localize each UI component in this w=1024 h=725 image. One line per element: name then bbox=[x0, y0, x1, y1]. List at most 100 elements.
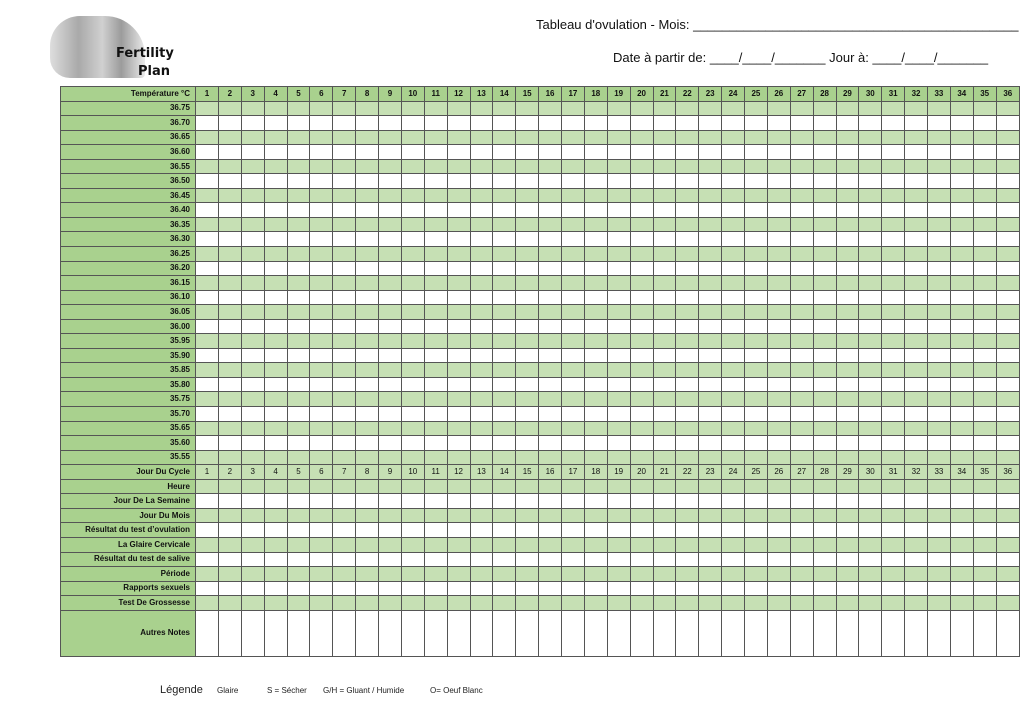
chart-cell[interactable] bbox=[423, 420, 448, 437]
chart-cell[interactable] bbox=[446, 566, 471, 582]
chart-cell[interactable] bbox=[675, 609, 700, 657]
chart-cell[interactable] bbox=[355, 173, 379, 189]
chart-cell[interactable] bbox=[400, 158, 425, 175]
chart-cell[interactable] bbox=[423, 391, 448, 408]
chart-cell[interactable] bbox=[858, 347, 883, 364]
chart-cell[interactable] bbox=[835, 173, 860, 189]
chart-cell[interactable] bbox=[675, 580, 700, 597]
chart-cell[interactable] bbox=[332, 391, 357, 408]
chart-cell[interactable] bbox=[286, 144, 311, 160]
chart-cell[interactable] bbox=[423, 435, 448, 451]
chart-cell[interactable] bbox=[286, 173, 311, 189]
chart-cell[interactable] bbox=[904, 406, 928, 422]
chart-cell[interactable] bbox=[949, 100, 974, 117]
chart-cell[interactable] bbox=[240, 202, 265, 218]
chart-cell[interactable] bbox=[721, 362, 745, 378]
chart-cell[interactable] bbox=[812, 595, 837, 611]
chart-cell[interactable] bbox=[286, 391, 311, 408]
chart-cell[interactable] bbox=[469, 202, 494, 218]
chart-cell[interactable] bbox=[561, 536, 585, 553]
chart-cell[interactable] bbox=[240, 333, 265, 349]
chart-cell[interactable] bbox=[378, 318, 402, 335]
chart-cell[interactable] bbox=[949, 376, 974, 393]
chart-cell[interactable] bbox=[698, 551, 723, 568]
chart-cell[interactable] bbox=[446, 507, 471, 524]
chart-cell[interactable] bbox=[240, 260, 265, 277]
chart-cell[interactable] bbox=[378, 115, 402, 131]
chart-cell[interactable] bbox=[561, 376, 585, 393]
chart-cell[interactable] bbox=[195, 289, 219, 306]
chart-cell[interactable] bbox=[446, 289, 471, 306]
chart-cell[interactable] bbox=[423, 246, 448, 262]
chart-cell[interactable] bbox=[355, 406, 379, 422]
chart-cell[interactable] bbox=[766, 260, 791, 277]
chart-cell[interactable] bbox=[446, 362, 471, 378]
chart-cell[interactable] bbox=[263, 347, 288, 364]
chart-cell[interactable] bbox=[538, 420, 562, 437]
chart-cell[interactable] bbox=[538, 318, 562, 335]
chart-cell[interactable] bbox=[195, 158, 219, 175]
chart-cell[interactable] bbox=[652, 536, 677, 553]
chart-cell[interactable] bbox=[469, 144, 494, 160]
chart-cell[interactable] bbox=[195, 231, 219, 248]
chart-cell[interactable] bbox=[400, 391, 425, 408]
chart-cell[interactable] bbox=[195, 100, 219, 117]
chart-cell[interactable] bbox=[309, 275, 334, 291]
chart-cell[interactable] bbox=[721, 522, 745, 538]
chart-cell[interactable] bbox=[286, 260, 311, 277]
chart-cell[interactable] bbox=[949, 435, 974, 451]
chart-cell[interactable] bbox=[606, 391, 631, 408]
chart-cell[interactable] bbox=[766, 478, 791, 495]
chart-cell[interactable] bbox=[744, 551, 768, 568]
chart-cell[interactable] bbox=[606, 318, 631, 335]
chart-cell[interactable] bbox=[629, 478, 654, 495]
chart-cell[interactable] bbox=[217, 376, 242, 393]
chart-cell[interactable] bbox=[538, 406, 562, 422]
chart-cell[interactable] bbox=[789, 536, 814, 553]
chart-cell[interactable] bbox=[355, 129, 379, 146]
chart-cell[interactable] bbox=[881, 100, 906, 117]
chart-cell[interactable] bbox=[858, 318, 883, 335]
chart-cell[interactable] bbox=[881, 260, 906, 277]
chart-cell[interactable] bbox=[972, 100, 997, 117]
chart-cell[interactable] bbox=[789, 347, 814, 364]
chart-cell[interactable] bbox=[561, 362, 585, 378]
chart-cell[interactable] bbox=[972, 478, 997, 495]
chart-cell[interactable] bbox=[744, 216, 768, 233]
chart-cell[interactable] bbox=[492, 231, 517, 248]
chart-cell[interactable] bbox=[378, 420, 402, 437]
chart-cell[interactable] bbox=[538, 536, 562, 553]
chart-cell[interactable] bbox=[744, 478, 768, 495]
chart-cell[interactable] bbox=[766, 333, 791, 349]
chart-cell[interactable] bbox=[629, 202, 654, 218]
chart-cell[interactable] bbox=[744, 435, 768, 451]
chart-cell[interactable] bbox=[423, 507, 448, 524]
chart-cell[interactable] bbox=[240, 420, 265, 437]
chart-cell[interactable] bbox=[652, 609, 677, 657]
chart-cell[interactable] bbox=[217, 144, 242, 160]
chart-cell[interactable] bbox=[995, 333, 1021, 349]
chart-cell[interactable] bbox=[240, 304, 265, 320]
chart-cell[interactable] bbox=[789, 406, 814, 422]
chart-cell[interactable] bbox=[949, 187, 974, 204]
chart-cell[interactable] bbox=[332, 318, 357, 335]
chart-cell[interactable] bbox=[629, 566, 654, 582]
chart-cell[interactable] bbox=[766, 566, 791, 582]
chart-cell[interactable] bbox=[515, 406, 540, 422]
chart-cell[interactable] bbox=[332, 158, 357, 175]
chart-cell[interactable] bbox=[286, 551, 311, 568]
chart-cell[interactable] bbox=[355, 478, 379, 495]
chart-cell[interactable] bbox=[355, 580, 379, 597]
chart-cell[interactable] bbox=[606, 289, 631, 306]
chart-cell[interactable] bbox=[949, 609, 974, 657]
chart-cell[interactable] bbox=[561, 231, 585, 248]
chart-cell[interactable] bbox=[949, 260, 974, 277]
chart-cell[interactable] bbox=[606, 202, 631, 218]
chart-cell[interactable] bbox=[835, 347, 860, 364]
chart-cell[interactable] bbox=[469, 580, 494, 597]
chart-cell[interactable] bbox=[721, 231, 745, 248]
chart-cell[interactable] bbox=[538, 216, 562, 233]
chart-cell[interactable] bbox=[927, 580, 951, 597]
chart-cell[interactable] bbox=[263, 376, 288, 393]
chart-cell[interactable] bbox=[675, 391, 700, 408]
